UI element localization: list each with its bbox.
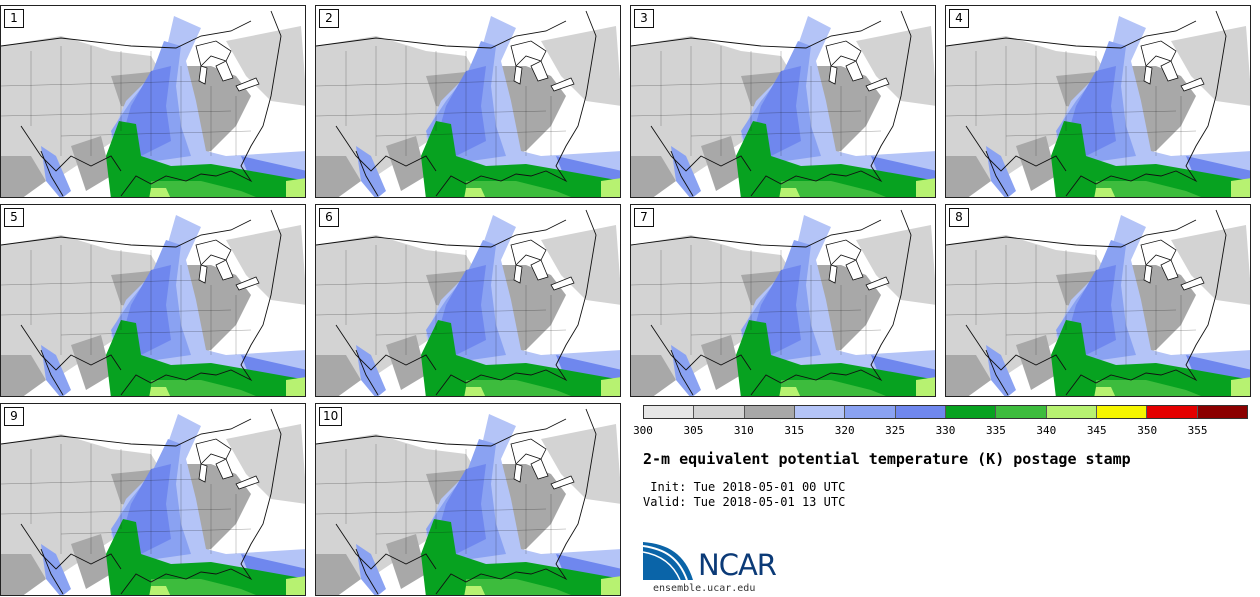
valid-time: Valid: Tue 2018-05-01 13 UTC [643,495,846,509]
member-map-image [316,6,620,197]
colorbar-bin [1096,406,1148,418]
colorbar-bin [1147,406,1198,418]
colorbar-bin [996,406,1047,418]
plot-title: 2-m equivalent potential temperature (K)… [643,450,1131,468]
logo-url: ensemble.ucar.edu [653,583,756,594]
colorbar-tick-label: 320 [834,424,855,437]
ensemble-member-map: 9 [0,403,306,596]
colorbar-tick-label: 310 [733,424,754,437]
init-time: Init: Tue 2018-05-01 00 UTC [643,480,846,494]
colorbar-tick-label: 350 [1137,424,1158,437]
colorbar-bin [644,406,695,418]
colorbar-bin [1046,406,1097,418]
ensemble-member-map: 7 [630,204,936,397]
member-number: 8 [949,208,969,227]
member-number: 4 [949,9,969,28]
colorbar-tick-label: 335 [985,424,1006,437]
ensemble-member-map: 6 [315,204,621,397]
colorbar-bin [845,406,896,418]
colorbar-tick-label: 330 [935,424,956,437]
member-number: 7 [634,208,654,227]
ensemble-member-map: 4 [945,5,1251,198]
colorbar-tick-label: 355 [1187,424,1208,437]
ensemble-member-map: 5 [0,204,306,397]
logo-name: NCAR [698,548,777,582]
colorbar-bin [1197,406,1247,418]
ensemble-member-map: 1 [0,5,306,198]
member-map-image [1,205,305,396]
member-map-image [631,205,935,396]
ensemble-member-map: 8 [945,204,1251,397]
member-number: 9 [4,407,24,426]
colorbar-tick-label: 345 [1086,424,1107,437]
colorbar-bin [895,406,946,418]
colorbar-tick-label: 340 [1036,424,1057,437]
colorbar-tick-label: 325 [885,424,906,437]
member-number: 10 [319,407,343,426]
colorbar-tick-label: 315 [784,424,805,437]
colorbar-tick-label: 300 [633,424,653,437]
member-number: 2 [319,9,339,28]
colorbar-bin [744,406,795,418]
member-number: 1 [4,9,24,28]
member-map-image [946,6,1250,197]
member-number: 3 [634,9,654,28]
colorbar-bin [794,406,846,418]
member-map-image [631,6,935,197]
member-map-image [316,205,620,396]
colorbar-tick-label: 305 [683,424,704,437]
member-map-image [946,205,1250,396]
ncar-logo-icon [643,542,693,581]
member-map-image [1,404,305,595]
colorbar-bin [694,406,745,418]
colorbar [643,405,1248,419]
ensemble-member-map: 3 [630,5,936,198]
ensemble-member-map: 10 [315,403,621,596]
member-map-image [316,404,620,595]
member-number: 6 [319,208,339,227]
member-number: 5 [4,208,24,227]
colorbar-bin [945,406,997,418]
ensemble-member-map: 2 [315,5,621,198]
member-map-image [1,6,305,197]
